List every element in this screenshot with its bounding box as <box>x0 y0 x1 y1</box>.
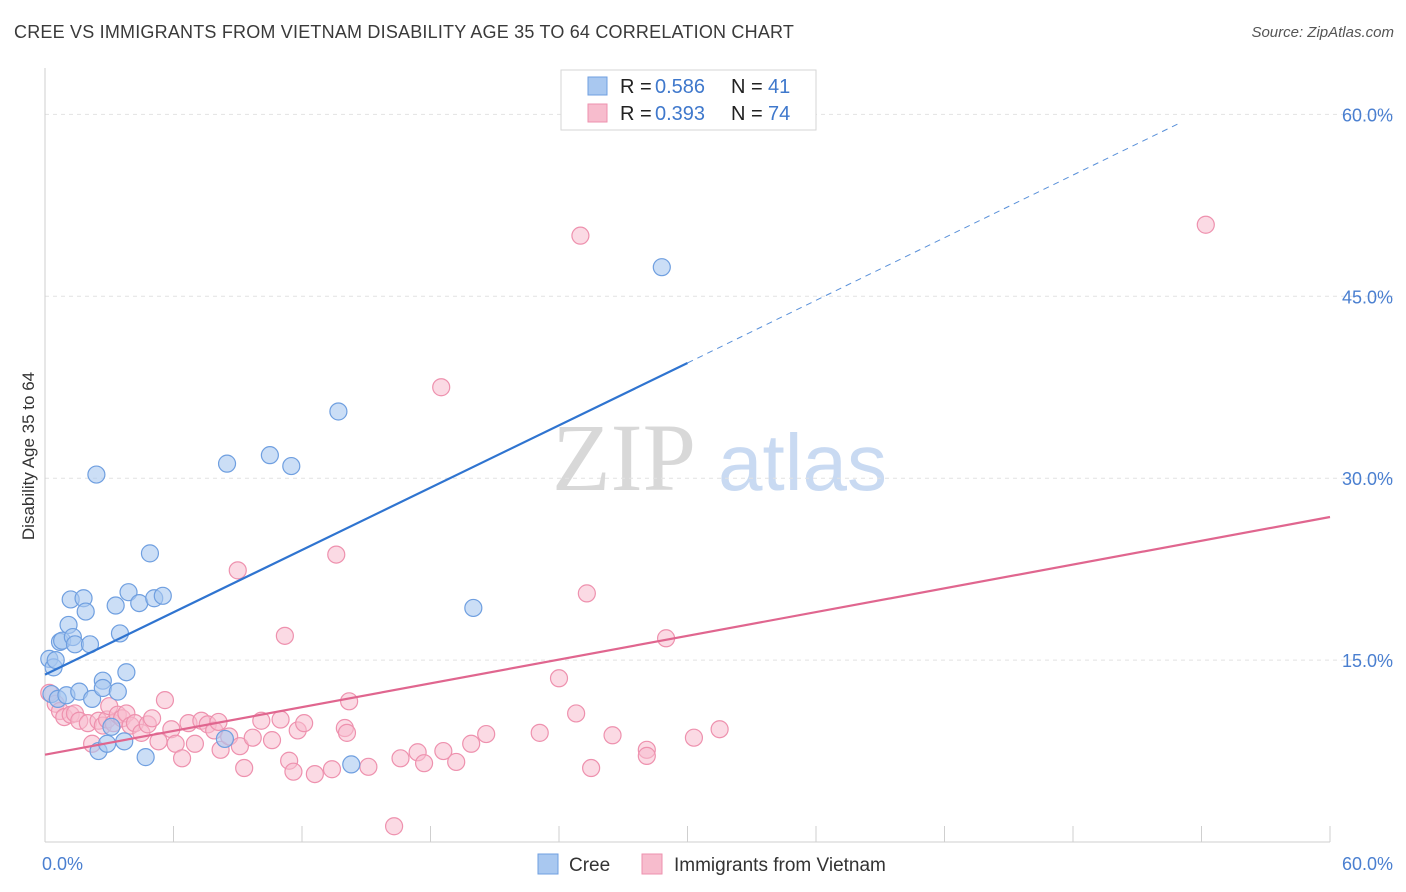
vietnam-point-42 <box>275 626 294 645</box>
vietnam-point-75 <box>1196 215 1215 234</box>
watermark-zip: ZIP <box>552 404 696 511</box>
legend-n-label-vietnam: N = <box>731 103 763 125</box>
watermark: ZIP atlas <box>552 404 887 511</box>
vietnam-point-57 <box>414 754 434 773</box>
vietnam-point-44 <box>284 762 303 781</box>
vietnam-point-73 <box>684 728 704 747</box>
cree-point-39 <box>342 755 361 774</box>
cree-point-14 <box>76 602 95 621</box>
legend-n-value-vietnam: 74 <box>768 103 790 125</box>
vietnam-point-26 <box>172 749 192 768</box>
cree-trend-line <box>44 361 688 676</box>
cree-trend-extension <box>687 122 1181 364</box>
vietnam-point-47 <box>305 764 324 784</box>
vietnam-point-49 <box>327 545 346 564</box>
cree-point-20 <box>93 678 112 698</box>
legend-r-label-vietnam: R = <box>620 103 652 125</box>
legend-swatch-cree <box>587 76 608 96</box>
axes <box>44 68 1331 843</box>
vietnam-point-41 <box>271 710 290 729</box>
vietnam-point-37 <box>235 758 254 778</box>
y-tick-labels: 15.0% 30.0% 45.0% 60.0% <box>1342 105 1393 671</box>
vietnam-point-35 <box>228 561 247 580</box>
bottom-legend-label-cree: Cree <box>569 855 610 876</box>
vietnam-point-28 <box>185 734 205 753</box>
y-tick-label-1: 30.0% <box>1342 469 1393 489</box>
x-tick-label-1: 60.0% <box>1342 854 1393 874</box>
cree-point-30 <box>136 748 155 767</box>
vietnam-point-55 <box>391 749 410 768</box>
vietnam-trend-line <box>44 515 1331 756</box>
vietnam-point-71 <box>637 746 656 765</box>
cree-point-41 <box>652 258 671 277</box>
bottom-legend-label-vietnam: Immigrants from Vietnam <box>674 855 886 876</box>
cree-point-24 <box>108 682 127 701</box>
vietnam-point-74 <box>710 720 729 739</box>
cree-point-34 <box>215 729 234 749</box>
y-tick-label-0: 15.0% <box>1342 651 1393 671</box>
cree-point-29 <box>130 593 149 613</box>
y-tick-label-2: 45.0% <box>1342 287 1393 307</box>
cree-point-36 <box>260 446 279 465</box>
legend-swatch-vietnam <box>587 103 608 123</box>
vietnam-point-52 <box>337 723 357 742</box>
cree-point-35 <box>217 454 237 473</box>
y-axis-title: Disability Age 35 to 64 <box>19 372 38 540</box>
legend-r-label-cree: R = <box>620 76 652 98</box>
legend-n-value-cree: 41 <box>768 76 790 98</box>
cree-point-38 <box>329 402 348 421</box>
vietnam-point-59 <box>434 741 453 761</box>
vietnam-point-40 <box>262 731 282 750</box>
bottom-legend-swatch-cree <box>537 853 559 875</box>
vietnam-point-54 <box>384 817 404 836</box>
vietnam-point-38 <box>243 728 262 747</box>
vietnam-point-69 <box>603 726 622 745</box>
x-tick-label-0: 0.0% <box>42 854 83 874</box>
vietnam-point-65 <box>567 704 586 723</box>
cree-point-33 <box>153 586 172 605</box>
vietnam-point-61 <box>462 734 481 753</box>
legend-n-label-cree: N = <box>731 76 763 98</box>
x-tick-labels: 0.0% 60.0% <box>42 854 1393 874</box>
cree-point-37 <box>282 456 301 476</box>
y-tick-label-3: 60.0% <box>1342 105 1393 125</box>
vietnam-point-46 <box>295 714 314 733</box>
cree-points <box>40 258 671 774</box>
vietnam-point-58 <box>432 378 451 397</box>
vietnam-point-48 <box>322 760 342 779</box>
watermark-atlas: atlas <box>718 418 887 507</box>
vietnam-point-60 <box>447 752 466 772</box>
legend-r-value-cree: 0.586 <box>655 76 705 98</box>
trend-lines <box>44 122 1331 756</box>
vietnam-point-36 <box>230 737 249 756</box>
cree-point-28 <box>119 583 138 602</box>
vietnam-point-62 <box>477 724 496 744</box>
vietnam-point-63 <box>530 723 549 742</box>
vietnam-point-68 <box>582 758 601 778</box>
cree-point-31 <box>140 544 160 563</box>
legend-box: R = 0.586 N = 41 R = 0.393 N = 74 <box>560 69 817 131</box>
vietnam-point-23 <box>155 691 175 710</box>
bottom-legend-swatch-vietnam <box>641 853 663 875</box>
vietnam-point-64 <box>549 669 569 688</box>
vietnam-point-53 <box>359 757 378 776</box>
legend-r-value-vietnam: 0.393 <box>655 103 705 125</box>
cree-point-40 <box>464 598 483 618</box>
vietnam-point-21 <box>142 709 162 728</box>
bottom-legend: Cree Immigrants from Vietnam <box>537 853 886 876</box>
gridlines <box>45 113 1395 661</box>
source-label: Source: ZipAtlas.com <box>1251 24 1394 41</box>
cree-point-23 <box>106 596 125 615</box>
cree-point-22 <box>102 717 121 736</box>
cree-point-27 <box>117 663 136 682</box>
cree-point-17 <box>87 465 106 484</box>
chart-title: CREE VS IMMIGRANTS FROM VIETNAM DISABILI… <box>14 22 795 42</box>
vietnam-point-66 <box>571 226 590 245</box>
vietnam-point-51 <box>340 692 359 711</box>
vietnam-point-67 <box>577 584 596 603</box>
cree-point-16 <box>83 689 102 709</box>
